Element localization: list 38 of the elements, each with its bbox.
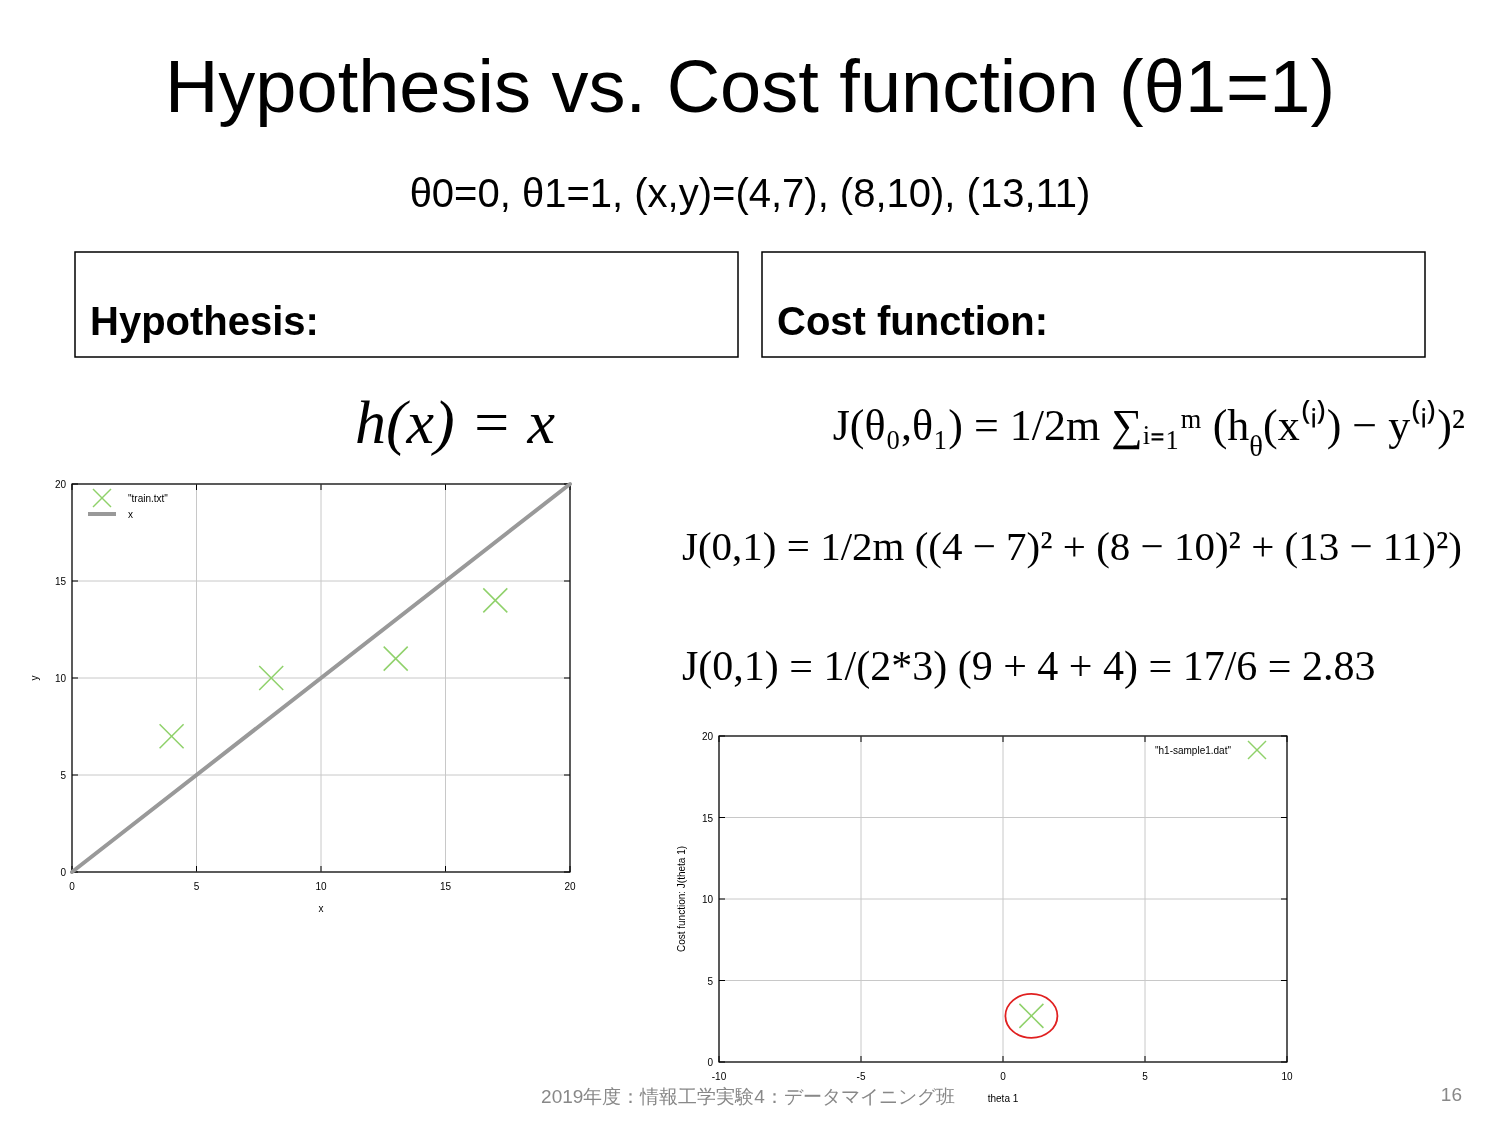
y-tick-label: 15 [701,812,714,824]
text: J(0,1) = 1/(2*3) (9 + 4 + 4) = 17/6 = 2.83 [682,643,1376,690]
y-tick-label: 5 [707,975,714,987]
y-tick-label: 20 [54,479,67,490]
x-tick-label: 0 [1000,1071,1007,1082]
text: θ0=0, θ1=1, (x,y)=(4,7), (8,10), (13,11) [409,171,1091,215]
y-tick-label: 20 [701,731,714,742]
x-tick-label: 20 [564,881,576,892]
text: 16 [1440,1084,1462,1105]
text: Cost function: [777,299,1049,343]
x-tick-label: 15 [439,881,452,892]
y-tick-label: 10 [701,894,714,905]
y-tick-label: 0 [60,867,67,878]
x-axis-title: x [318,903,324,914]
y-tick-label: 0 [707,1057,714,1068]
y-tick-label: 10 [54,673,67,684]
text: Hypothesis vs. Cost function (θ1=1) [164,45,1336,128]
text: J(θ₀,θ₁) = 1/2m ∑ᵢ₌₁ᵐ (h$_{θ}$(x⁽ⁱ⁾) − y⁽ⁱ⁾)² [832,400,1465,462]
y-axis-title: y [29,675,40,681]
legend-label: "train.txt" [128,493,169,504]
y-tick-label: 15 [54,576,67,587]
text: Hypothesis: [90,299,319,343]
x-tick-label: 10 [315,881,327,892]
legend-label: "h1-sample1.dat" [1154,745,1232,756]
x-tick-label: -10 [711,1071,727,1082]
x-tick-label: 5 [193,881,200,892]
legend-label: x [128,509,133,520]
legend: "h1-sample1.dat" [1154,740,1267,760]
text: h(x) = x [354,388,556,457]
x-tick-label: 0 [69,881,76,892]
x-tick-label: 10 [1281,1071,1293,1082]
y-tick-label: 5 [60,770,67,781]
x-tick-label: -5 [856,1071,866,1082]
text: J(0,1) = 1/2m ((4 − 7)² + (8 − 10)² + (13 − 11)²) [682,523,1462,569]
x-tick-label: 5 [1142,1071,1149,1082]
y-axis-title: Cost function: J(theta 1) [676,845,687,953]
x-axis-title: theta 1 [987,1093,1019,1104]
text: 2019年度：情報工学実験4：データマイニング班 [541,1086,955,1107]
